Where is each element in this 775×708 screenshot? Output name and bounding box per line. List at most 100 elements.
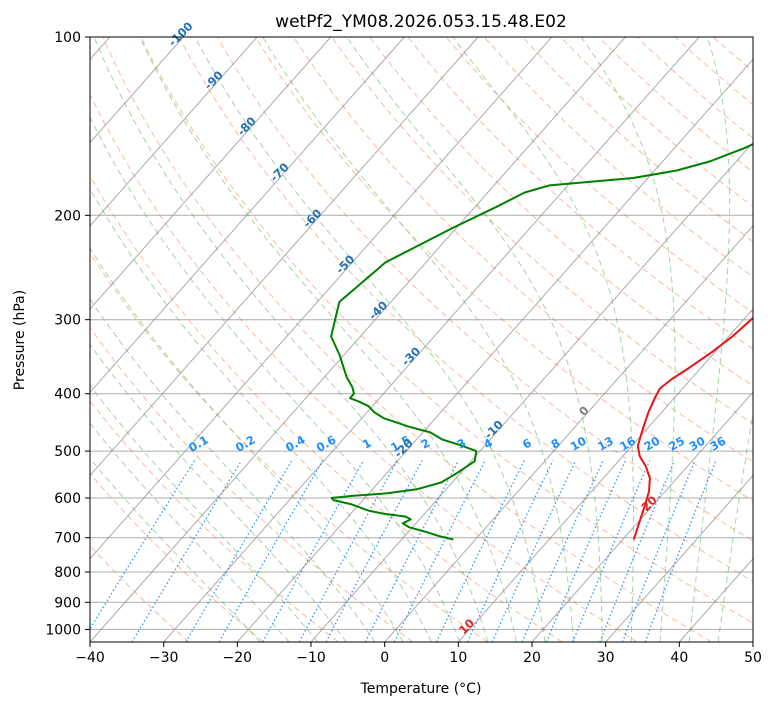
mixing-ratio-line (521, 460, 604, 642)
moist-adiabat-line (194, 37, 546, 642)
isotherm-line (531, 391, 753, 642)
isotherm-line (90, 37, 553, 560)
dry-adiabat-line (751, 37, 753, 40)
mixing-ratio-label: 1 (360, 436, 374, 452)
mixing-ratio-line (131, 460, 243, 642)
mixing-ratio-label: 6 (520, 436, 534, 452)
temperature-profile-line (632, 316, 753, 540)
dry-adiabat-line (178, 37, 753, 583)
isotherm-line (457, 308, 753, 642)
moist-adiabat-line (90, 384, 319, 642)
grid-layer (90, 37, 753, 642)
dry-adiabat-line (216, 37, 753, 542)
isotherm-line (605, 474, 753, 642)
y-tick-label: 500 (54, 444, 81, 460)
isotherm-label: 20 (639, 493, 660, 514)
mixing-ratio-line (185, 460, 293, 642)
mixing-ratio-line (218, 460, 324, 642)
mixing-ratio-label: 13 (595, 434, 616, 454)
mixing-ratio-label: 2 (418, 436, 432, 452)
moist-adiabat-line (262, 37, 575, 642)
dry-adiabat-line (598, 37, 753, 173)
dry-adiabat-line (369, 37, 753, 387)
x-tick-label: 30 (597, 650, 615, 666)
plot-frame (89, 36, 754, 643)
dry-adiabat-line (90, 326, 414, 642)
mixing-ratio-line (491, 460, 577, 642)
dry-adiabat-line (407, 37, 753, 350)
mixing-ratio-label: 30 (687, 434, 708, 454)
moist-adiabat-line (580, 37, 676, 642)
isotherm-line (90, 37, 184, 144)
dry-adiabat-line (90, 174, 563, 642)
isotherm-line (90, 37, 332, 310)
y-tick-label: 200 (54, 208, 81, 224)
mixing-ratio-line (621, 460, 696, 642)
y-tick-label: 600 (54, 491, 81, 507)
mixing-ratio-line (466, 460, 554, 642)
mixing-ratio-label: 20 (641, 434, 662, 454)
x-tick-label: 0 (380, 650, 389, 666)
isotherm-line (384, 225, 753, 642)
moist-adiabat-line (90, 116, 461, 642)
isotherm-line (236, 58, 753, 642)
dry-adiabat-line (674, 37, 753, 106)
moist-adiabat-line (688, 37, 731, 642)
isotherm-label: -40 (366, 298, 391, 323)
mixing-ratio-line (90, 460, 196, 630)
x-tick-label: −40 (75, 650, 105, 666)
axis-layer: −40 −30 −20 −10 0 10 20 30 40 5010020030040050060… (45, 30, 762, 666)
isotherm-line (310, 141, 753, 642)
y-tick-label: 400 (54, 387, 81, 403)
x-tick-label: 10 (449, 650, 467, 666)
x-tick-label: −10 (296, 650, 326, 666)
mixing-ratio-label: 36 (707, 434, 728, 454)
isotherm-line (90, 37, 405, 394)
dry-adiabat-line (90, 472, 264, 642)
mixing-ratio-line (644, 460, 717, 642)
isotherm-label: -60 (300, 206, 325, 231)
dry-adiabat-line (90, 545, 190, 642)
mixing-ratio-line (599, 460, 676, 642)
y-tick-label: 100 (54, 30, 81, 46)
dry-adiabat-line (102, 37, 712, 642)
mixing-ratio-line (393, 460, 486, 642)
isotherm-label: -90 (201, 68, 226, 93)
x-tick-label: 50 (744, 650, 762, 666)
isotherm-line (90, 37, 479, 477)
moist-adiabat-line (90, 187, 432, 642)
x-tick-label: −30 (149, 650, 179, 666)
isotherm-line (90, 37, 258, 227)
moist-adiabat-line (90, 343, 347, 642)
mixing-ratio-line (364, 460, 460, 642)
dry-adiabat-line (560, 37, 753, 208)
moist-adiabat-line (90, 298, 376, 642)
mixing-ratio-label: 25 (666, 434, 687, 454)
isotherm-line (163, 37, 700, 642)
x-tick-label: −20 (223, 650, 253, 666)
x-axis-label: Temperature (°C) (360, 681, 482, 697)
isopleth-label-layer: 0.1 0.2 0.4 0.6 1 1.5 2 3 4 6 8 10 13 16 20 25 30 36-100-… (165, 19, 728, 637)
moist-adiabat-line (90, 247, 404, 642)
moist-adiabat-line (139, 37, 517, 642)
dry-adiabat-line (90, 400, 339, 642)
isotherm-label: 0 (576, 403, 592, 419)
dry-adiabat-line (140, 37, 753, 624)
dry-adiabat-line (90, 93, 638, 642)
mixing-ratio-line (545, 460, 626, 642)
mixing-ratio-label: 3 (455, 436, 469, 452)
dry-adiabat-line (90, 252, 488, 642)
dry-adiabat-line (254, 37, 753, 502)
chart-title: wetPf2_YM08.2026.053.15.48.E02 (275, 12, 567, 32)
moist-adiabat-line (93, 37, 489, 642)
mixing-ratio-label: 10 (568, 434, 589, 454)
x-tick-label: 20 (523, 650, 541, 666)
y-tick-label: 1000 (45, 622, 81, 638)
isotherm-label: 10 (456, 616, 477, 637)
isotherm-line (90, 37, 626, 642)
mixing-ratio-line (572, 460, 651, 642)
dry-adiabat-line (522, 37, 753, 243)
y-tick-label: 700 (54, 531, 81, 547)
isotherm-line (752, 641, 753, 642)
